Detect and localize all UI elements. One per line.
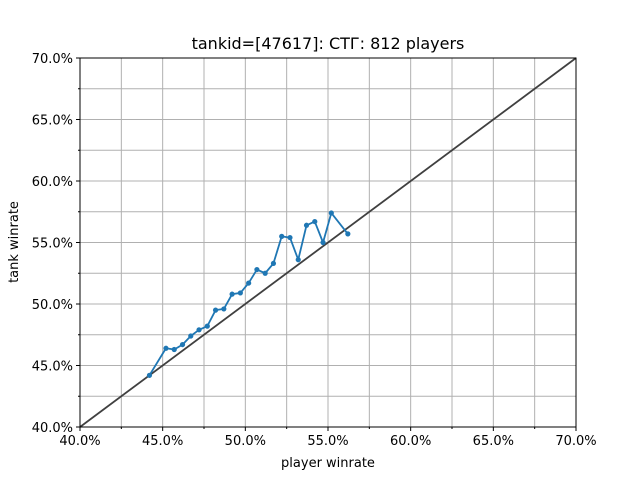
- data-point: [312, 218, 318, 225]
- data-point: [270, 260, 277, 267]
- data-point: [221, 306, 227, 312]
- data-point: [287, 234, 293, 241]
- x-tick-label: 60.0%: [390, 434, 431, 449]
- data-point: [262, 270, 268, 276]
- data-point: [279, 233, 285, 239]
- reference-line: [79, 57, 577, 428]
- data-point: [246, 280, 252, 286]
- y-tick-label: 45.0%: [32, 360, 73, 375]
- x-tick-label: 50.0%: [225, 434, 266, 449]
- x-tick-label: 55.0%: [307, 434, 348, 449]
- chart-title: tankid=[47617]: СТГ: 812 players: [192, 34, 465, 53]
- y-tick-label: 50.0%: [32, 298, 73, 313]
- x-tick-label: 45.0%: [142, 434, 183, 449]
- x-tick-label: 65.0%: [473, 434, 514, 449]
- y-axis-label: tank winrate: [7, 201, 22, 283]
- x-tick-label: 40.0%: [59, 434, 100, 449]
- x-tick-label: 70.0%: [555, 434, 596, 449]
- data-point: [320, 239, 326, 246]
- data-point: [328, 210, 334, 216]
- data-point: [295, 257, 301, 263]
- data-point: [229, 291, 235, 297]
- data-point: [254, 266, 260, 273]
- data-point: [196, 327, 202, 333]
- data-point: [188, 333, 194, 339]
- data-point: [345, 231, 351, 237]
- y-tick-label: 60.0%: [32, 175, 73, 190]
- y-tick-label: 70.0%: [32, 52, 73, 67]
- data-point: [146, 372, 153, 378]
- x-axis-label: player winrate: [281, 456, 375, 471]
- data-point: [204, 323, 210, 329]
- data-point: [212, 307, 219, 313]
- reference-diagonal: [79, 57, 577, 428]
- data-point: [163, 345, 169, 351]
- x-axis-ticks: 40.0% 45.0% 50.0% 55.0% 60.0% 65.0% 70.0%: [59, 427, 597, 449]
- y-tick-label: 65.0%: [32, 114, 73, 129]
- data-point: [237, 290, 243, 296]
- y-tick-label: 55.0%: [32, 237, 73, 252]
- data-point: [303, 222, 310, 228]
- data-point: [171, 346, 177, 353]
- y-axis-ticks: 40.0% 45.0% 50.0% 55.0% 60.0% 65.0% 70.0%: [32, 52, 80, 436]
- data-point: [179, 341, 186, 348]
- y-tick-label: 40.0%: [32, 421, 73, 436]
- data-series: [146, 210, 351, 378]
